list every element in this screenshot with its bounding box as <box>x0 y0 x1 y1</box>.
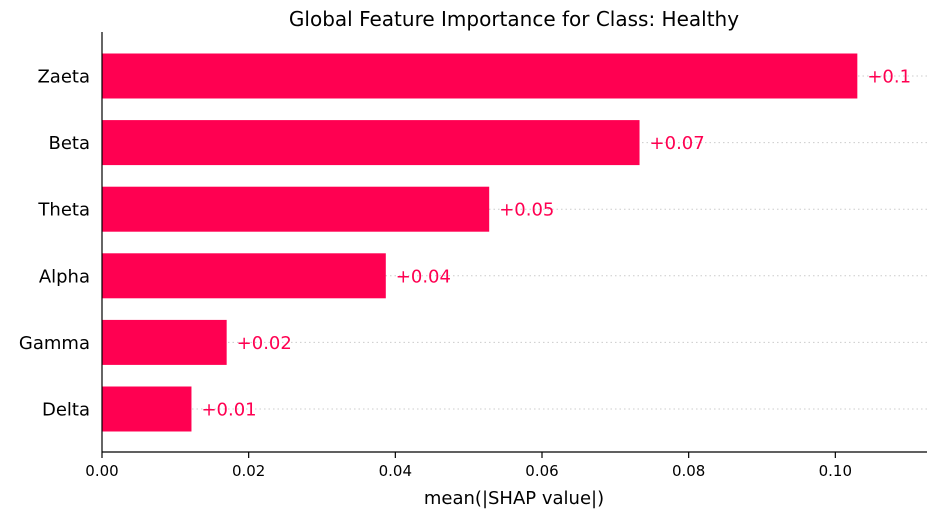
bar <box>102 253 386 299</box>
x-tick-label: 0.06 <box>525 462 558 480</box>
bar <box>102 386 192 432</box>
bar <box>102 53 858 99</box>
bars <box>102 53 858 432</box>
category-label: Beta <box>48 133 90 154</box>
bar <box>102 120 640 166</box>
data-labels: +0.1 +0.07 +0.05 +0.04 +0.02 +0.01 <box>201 67 911 421</box>
category-label: Gamma <box>19 333 90 354</box>
data-label: +0.04 <box>396 266 451 287</box>
data-label: +0.07 <box>650 133 705 154</box>
category-label: Alpha <box>39 266 90 287</box>
category-label: Delta <box>42 400 90 421</box>
category-labels: Zaeta Beta Theta Alpha Gamma Delta <box>19 67 90 421</box>
category-label: Zaeta <box>37 67 90 88</box>
data-label: +0.1 <box>867 67 911 88</box>
x-tick-label: 0.04 <box>379 462 412 480</box>
x-tick-label: 0.00 <box>85 462 118 480</box>
bar <box>102 319 227 365</box>
x-tick-label: 0.02 <box>232 462 265 480</box>
data-label: +0.02 <box>237 333 292 354</box>
x-axis-label: mean(|SHAP value|) <box>424 488 604 509</box>
x-axis-ticks: 0.00 0.02 0.04 0.06 0.08 0.10 <box>85 452 852 480</box>
data-label: +0.01 <box>201 400 256 421</box>
chart-title: Global Feature Importance for Class: Hea… <box>289 7 739 31</box>
x-tick-label: 0.08 <box>672 462 705 480</box>
bar <box>102 186 490 232</box>
category-label: Theta <box>37 200 90 221</box>
data-label: +0.05 <box>499 200 554 221</box>
x-tick-label: 0.10 <box>819 462 852 480</box>
